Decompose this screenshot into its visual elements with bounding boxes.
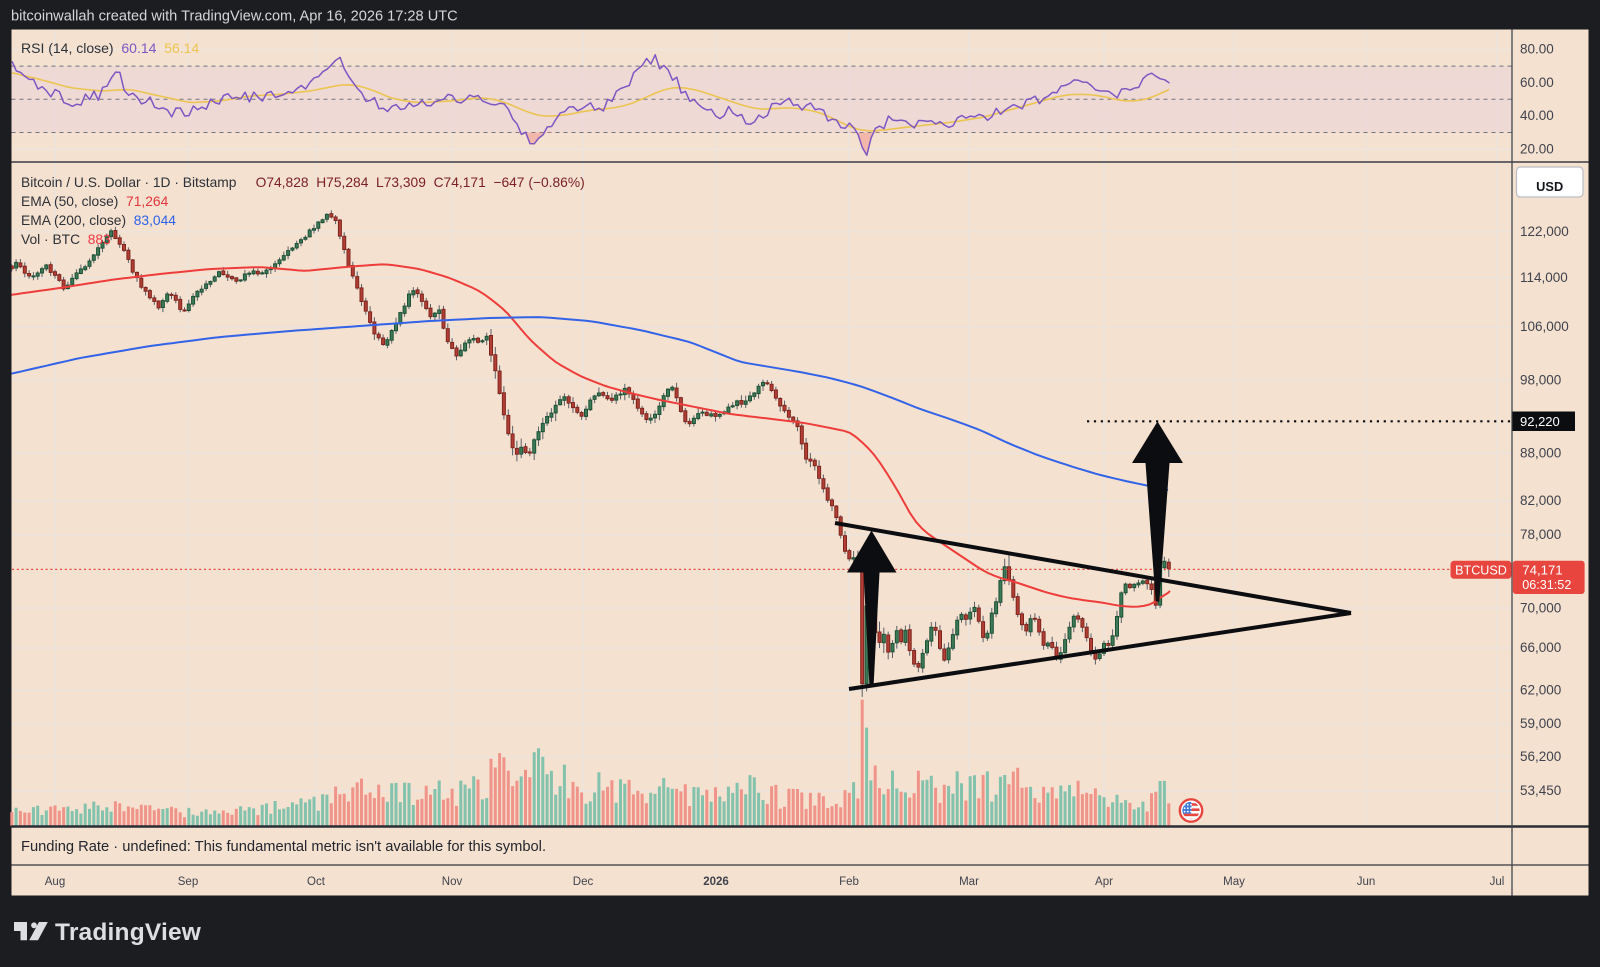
svg-text:80.00: 80.00: [1520, 42, 1554, 57]
svg-text:59,000: 59,000: [1520, 716, 1561, 731]
svg-text:May: May: [1223, 876, 1245, 888]
svg-text:106,000: 106,000: [1520, 319, 1569, 334]
svg-text:Mar: Mar: [959, 876, 979, 888]
svg-text:98,000: 98,000: [1520, 372, 1561, 387]
svg-text:EMA (50, close) 71,264: EMA (50, close) 71,264: [21, 194, 169, 209]
svg-text:82,000: 82,000: [1520, 493, 1561, 508]
svg-text:Dec: Dec: [573, 876, 594, 888]
svg-text:20.00: 20.00: [1520, 141, 1554, 156]
svg-text:Jul: Jul: [1490, 876, 1505, 888]
svg-text:06:31:52: 06:31:52: [1522, 578, 1571, 592]
svg-text:RSI (14, close) 60.14 56.14: RSI (14, close) 60.14 56.14: [21, 40, 199, 56]
svg-text:Oct: Oct: [307, 876, 326, 888]
svg-text:Vol · BTC 883: Vol · BTC 883: [21, 232, 111, 247]
svg-text:Nov: Nov: [442, 876, 463, 888]
svg-text:114,000: 114,000: [1520, 270, 1568, 285]
svg-text:56,200: 56,200: [1520, 749, 1561, 764]
svg-text:53,450: 53,450: [1520, 783, 1561, 798]
svg-text:EMA (200, close) 83,044: EMA (200, close) 83,044: [21, 213, 176, 228]
svg-text:Bitcoin / U.S. Dollar · 1D · B: Bitcoin / U.S. Dollar · 1D · Bitstamp O7…: [21, 175, 585, 190]
svg-text:88,000: 88,000: [1520, 445, 1561, 460]
svg-text:bitcoinwallah created with Tra: bitcoinwallah created with TradingView.c…: [11, 9, 458, 25]
svg-text:92,220: 92,220: [1520, 414, 1560, 429]
svg-text:Aug: Aug: [45, 876, 65, 888]
svg-text:66,000: 66,000: [1520, 640, 1561, 655]
svg-text:78,000: 78,000: [1520, 527, 1561, 542]
svg-text:Funding Rate · undefined: This: Funding Rate · undefined: This fundament…: [21, 839, 546, 855]
svg-text:2026: 2026: [703, 876, 729, 888]
svg-text:62,000: 62,000: [1520, 683, 1561, 698]
svg-text:Feb: Feb: [839, 876, 859, 888]
svg-text:Sep: Sep: [178, 876, 198, 888]
svg-text:BTCUSD: BTCUSD: [1455, 563, 1507, 577]
svg-text:74,171: 74,171: [1522, 562, 1562, 577]
svg-text:Apr: Apr: [1095, 876, 1113, 888]
svg-text:Jun: Jun: [1357, 876, 1376, 888]
svg-text:USD: USD: [1536, 179, 1563, 194]
svg-text:60.00: 60.00: [1520, 75, 1554, 90]
svg-text:122,000: 122,000: [1520, 224, 1569, 239]
svg-text:TradingView: TradingView: [55, 919, 202, 946]
svg-text:40.00: 40.00: [1520, 108, 1554, 123]
svg-text:70,000: 70,000: [1520, 600, 1561, 615]
